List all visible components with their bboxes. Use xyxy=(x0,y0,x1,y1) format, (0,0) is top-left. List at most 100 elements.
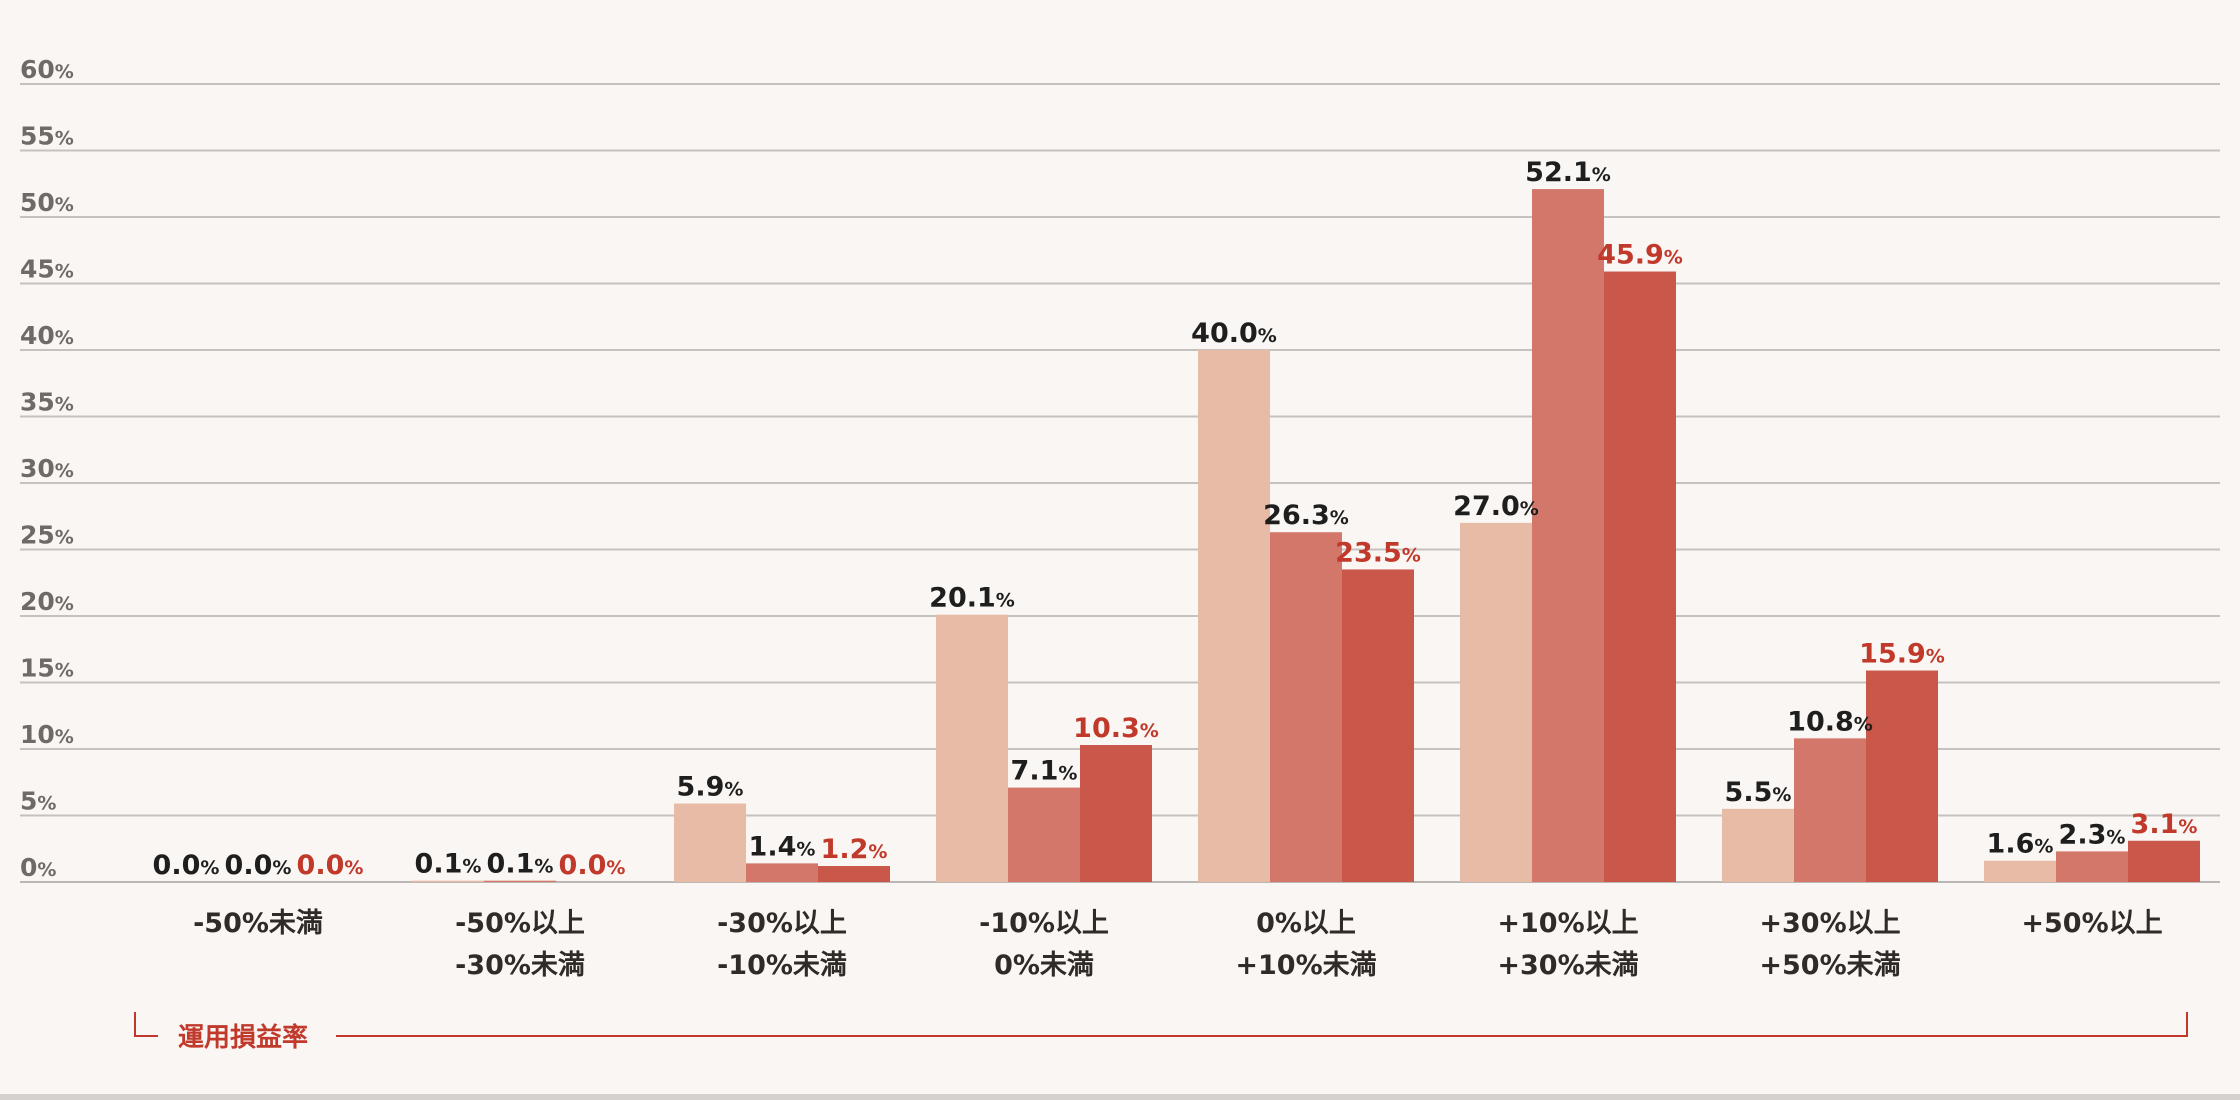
value-label-number: 7.1 xyxy=(1011,756,1059,787)
bar xyxy=(2128,840,2200,882)
value-label: 2.3% xyxy=(2059,819,2126,850)
x-axis-title: 運用損益率 xyxy=(178,1022,308,1053)
value-label-number: 1.4 xyxy=(749,831,797,862)
y-tick-label: 30% xyxy=(20,454,74,483)
x-tick-label: 0%以上 xyxy=(1256,908,1356,939)
y-tick-value: 45 xyxy=(20,255,55,284)
y-tick-unit: % xyxy=(55,128,74,150)
y-tick-label: 20% xyxy=(20,587,74,616)
bar xyxy=(1604,271,1676,882)
y-tick-unit: % xyxy=(55,327,74,349)
y-tick-value: 55 xyxy=(20,122,55,151)
y-tick-unit: % xyxy=(55,61,74,83)
bar xyxy=(1342,569,1414,882)
y-tick-value: 20 xyxy=(20,587,55,616)
value-label-unit: % xyxy=(2178,816,2197,838)
value-label-unit: % xyxy=(1772,784,1791,806)
value-label: 0.0% xyxy=(225,850,292,881)
bar xyxy=(1984,860,2056,882)
value-label-unit: % xyxy=(1854,713,1873,735)
value-label-unit: % xyxy=(1520,498,1539,520)
value-label: 10.3% xyxy=(1073,713,1159,744)
bar xyxy=(1794,738,1866,882)
y-tick-value: 10 xyxy=(20,720,55,749)
x-tick-label: -10%以上 xyxy=(979,908,1109,939)
y-tick-label: 35% xyxy=(20,388,74,417)
x-tick-label: -10%未満 xyxy=(717,950,847,981)
y-tick-unit: % xyxy=(55,194,74,216)
x-tick-label: -50%未満 xyxy=(193,908,323,939)
value-label-unit: % xyxy=(1058,763,1077,785)
value-label-number: 26.3 xyxy=(1263,500,1330,531)
value-label-unit: % xyxy=(272,857,291,879)
value-label: 5.5% xyxy=(1725,777,1792,808)
value-label: 1.4% xyxy=(749,831,816,862)
value-label: 5.9% xyxy=(677,772,744,803)
x-tick-label: +10%以上 xyxy=(1497,908,1638,939)
value-label: 0.1% xyxy=(487,849,554,880)
value-label: 0.0% xyxy=(297,850,364,881)
bar xyxy=(674,803,746,882)
bar xyxy=(1198,350,1270,882)
value-label-number: 5.9 xyxy=(677,772,725,803)
value-label-unit: % xyxy=(2034,836,2053,858)
y-tick-unit: % xyxy=(37,859,56,881)
value-label-number: 45.9 xyxy=(1597,240,1664,271)
y-tick-label: 45% xyxy=(20,255,74,284)
y-tick-label: 5% xyxy=(20,787,56,816)
value-labels: 0.0% 0.1%5.9%20.1%40.0%27.0%5.5%1.6%0.0% 0… xyxy=(153,157,2198,881)
value-label-number: 0.1 xyxy=(487,849,535,880)
bar xyxy=(1532,189,1604,882)
value-label-unit: % xyxy=(1402,544,1421,566)
value-label-unit: % xyxy=(344,857,363,879)
value-label-unit: % xyxy=(1664,247,1683,269)
value-label-unit: % xyxy=(996,590,1015,612)
value-label-number: 23.5 xyxy=(1335,537,1402,568)
value-label: 7.1% xyxy=(1011,756,1078,787)
value-label-number: 40.0 xyxy=(1191,318,1258,349)
bar xyxy=(1722,808,1794,882)
y-tick-unit: % xyxy=(55,261,74,283)
bar xyxy=(412,880,484,882)
x-tick-label: +50%以上 xyxy=(2021,908,2162,939)
value-label-number: 15.9 xyxy=(1859,639,1926,670)
value-label-unit: % xyxy=(1592,164,1611,186)
bar xyxy=(1270,532,1342,882)
x-tick-label: 0%未満 xyxy=(994,950,1094,981)
value-label-number: 5.5 xyxy=(1725,777,1773,808)
value-label-unit: % xyxy=(1330,507,1349,529)
value-label: 0.0% xyxy=(559,850,626,881)
value-label: 1.6% xyxy=(1987,829,2054,860)
value-label: 0.0% xyxy=(153,850,220,881)
value-label-number: 20.1 xyxy=(929,583,996,614)
x-tick-label: +10%未満 xyxy=(1235,950,1376,981)
value-label-unit: % xyxy=(1926,646,1945,668)
value-label: 20.1% xyxy=(929,583,1015,614)
x-tick-label: -50%以上 xyxy=(455,908,585,939)
value-label: 0.1% xyxy=(415,849,482,880)
y-tick-label: 50% xyxy=(20,188,74,217)
x-tick-label: -30%以上 xyxy=(717,908,847,939)
bar xyxy=(1460,522,1532,882)
value-label-unit: % xyxy=(606,857,625,879)
bar xyxy=(2056,851,2128,882)
value-label-unit: % xyxy=(462,856,481,878)
y-tick-value: 25 xyxy=(20,521,55,550)
value-label-number: 0.1 xyxy=(415,849,463,880)
value-label-number: 52.1 xyxy=(1525,157,1592,188)
y-axis-ticks: 0%5%10%15%20%25%30%35%40%45%50%55%60% xyxy=(20,55,74,882)
value-label-number: 0.0 xyxy=(225,850,273,881)
y-tick-label: 10% xyxy=(20,720,74,749)
value-label-number: 1.6 xyxy=(1987,829,2035,860)
x-tick-label: +30%以上 xyxy=(1759,908,1900,939)
value-label: 3.1% xyxy=(2131,809,2198,840)
value-label-number: 10.3 xyxy=(1073,713,1140,744)
y-tick-value: 60 xyxy=(20,55,55,84)
x-axis-categories: -50%未満 -50%以上 -30%未満 -30%以上 -10%未満 -10%以上 0%未満… xyxy=(193,908,2163,981)
y-tick-value: 40 xyxy=(20,321,55,350)
value-label-unit: % xyxy=(2106,826,2125,848)
value-label-unit: % xyxy=(1258,325,1277,347)
y-tick-value: 15 xyxy=(20,654,55,683)
y-tick-value: 30 xyxy=(20,454,55,483)
